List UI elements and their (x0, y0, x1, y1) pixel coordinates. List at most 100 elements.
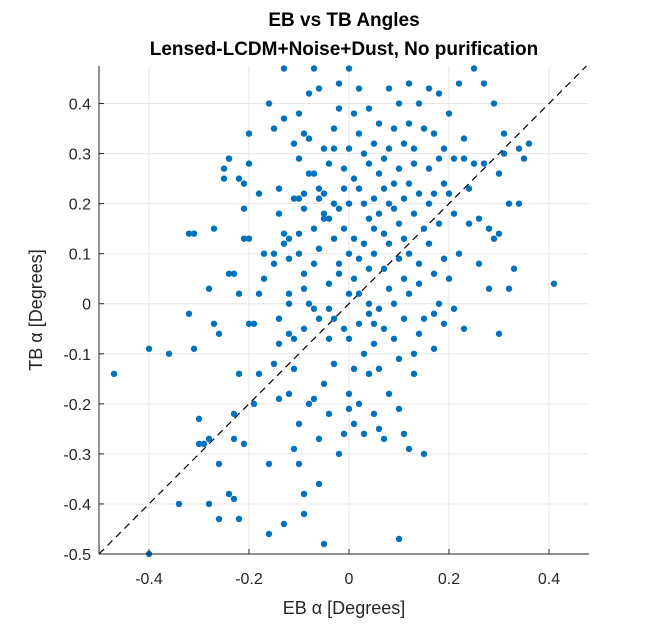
scatter-point (285, 330, 293, 337)
scatter-point (400, 430, 408, 438)
scatter-point (425, 165, 433, 172)
scatter-point (375, 120, 383, 127)
scatter-point (410, 350, 418, 357)
scatter-point (335, 105, 343, 112)
scatter-point (410, 370, 418, 378)
scatter-point (200, 440, 208, 448)
scatter-point (345, 335, 353, 342)
scatter-point (325, 335, 333, 342)
scatter-point (280, 240, 288, 247)
scatter-point (260, 275, 268, 282)
y-tick-label: -0.1 (63, 347, 91, 364)
scatter-point (215, 330, 223, 337)
scatter-point (460, 325, 468, 332)
axes-frame (98, 66, 589, 555)
scatter-point (450, 305, 458, 312)
scatter-point (395, 100, 403, 107)
scatter-point (215, 460, 223, 468)
scatter-point (375, 170, 383, 177)
scatter-point (245, 320, 253, 327)
scatter-point (270, 250, 278, 257)
scatter-point (430, 270, 438, 277)
scatter-point (360, 150, 368, 157)
scatter-point (320, 540, 328, 548)
scatter-point (455, 80, 463, 87)
scatter-point (355, 255, 363, 262)
scatter-point (215, 515, 223, 523)
scatter-point (395, 355, 403, 362)
scatter-point (175, 500, 183, 508)
scatter-point (330, 235, 338, 242)
scatter-point (295, 230, 303, 237)
scatter-point (220, 165, 228, 172)
scatter-point (360, 240, 368, 247)
scatter-point (320, 210, 328, 217)
scatter-point (345, 200, 353, 207)
scatter-point (370, 340, 378, 347)
scatter-point (205, 435, 213, 443)
scatter-point (230, 270, 238, 277)
scatter-point (340, 225, 348, 232)
scatter-point (250, 320, 258, 327)
scatter-point (420, 450, 428, 458)
scatter-point (275, 185, 283, 192)
scatter-point (370, 140, 378, 147)
scatter-point (420, 225, 428, 232)
scatter-point (285, 290, 293, 297)
scatter-point (325, 305, 333, 312)
scatter-point (270, 260, 278, 267)
scatter-point (365, 265, 373, 272)
identity-reference-line (98, 65, 587, 555)
x-tick-label: 0.2 (438, 571, 460, 588)
scatter-point (275, 340, 283, 347)
scatter-point (465, 185, 473, 192)
scatter-point (370, 320, 378, 327)
scatter-point (405, 180, 413, 187)
scatter-point (480, 160, 488, 167)
scatter-point (205, 285, 213, 292)
scatter-point (285, 300, 293, 307)
scatter-point (210, 320, 218, 327)
scatter-point (300, 205, 308, 212)
scatter-point (400, 140, 408, 147)
scatter-point (365, 300, 373, 307)
scatter-point (295, 420, 303, 428)
scatter-point (350, 175, 358, 182)
scatter-point (335, 205, 343, 212)
x-tick-label: -0.4 (135, 571, 163, 588)
scatter-point (465, 220, 473, 227)
scatter-point (280, 65, 288, 72)
scatter-point (430, 190, 438, 197)
scatter-point (295, 250, 303, 257)
scatter-point (405, 445, 413, 453)
scatter-point (390, 125, 398, 132)
scatter-point (245, 160, 253, 167)
scatter-point (435, 300, 443, 307)
scatter-point (505, 285, 513, 292)
scatter-point (185, 310, 193, 317)
data-points (110, 65, 558, 558)
scatter-point (450, 155, 458, 162)
scatter-point (380, 230, 388, 237)
scatter-point (375, 305, 383, 312)
x-tick-label: 0.4 (538, 571, 560, 588)
scatter-point (355, 290, 363, 297)
scatter-point (365, 310, 373, 317)
scatter-point (315, 315, 323, 322)
scatter-point (550, 280, 558, 287)
scatter-point (400, 275, 408, 282)
scatter-point (430, 130, 438, 137)
scatter-point (205, 500, 213, 508)
scatter-point (300, 325, 308, 332)
scatter-point (295, 195, 303, 202)
scatter-point (330, 200, 338, 207)
scatter-point (480, 80, 488, 87)
chart-title-line-2: Lensed-LCDM+Noise+Dust, No purification (150, 39, 538, 60)
scatter-point (490, 100, 498, 107)
scatter-point (460, 155, 468, 162)
scatter-point (220, 175, 228, 182)
scatter-point (370, 195, 378, 202)
scatter-point (295, 155, 303, 162)
